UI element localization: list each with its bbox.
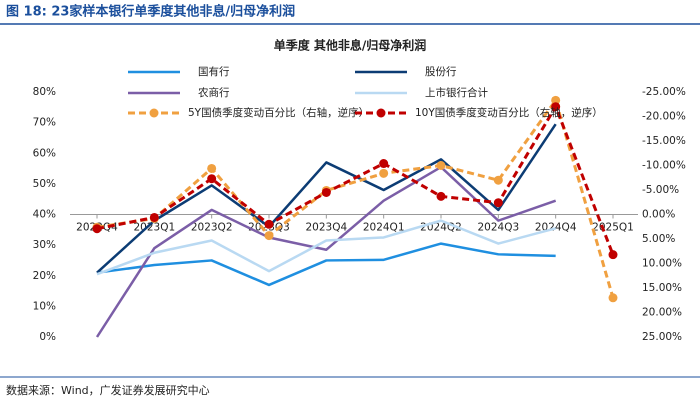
legend-marker: [376, 108, 386, 118]
y-tick-label: 40%: [33, 209, 56, 221]
y2-tick-label: 10.00%: [642, 258, 682, 270]
chart-title: 单季度 其他非息/归母净利润: [274, 38, 427, 53]
series-marker: [608, 293, 618, 303]
x-tick-label: 2023Q2: [191, 222, 233, 234]
legend-label: 5Y国债季度变动百分比（右轴，逆序）: [188, 106, 369, 119]
y2-tick-label: 25.00%: [642, 331, 682, 343]
y2-tick-label: 5.00%: [642, 233, 675, 245]
series-marker: [551, 102, 561, 112]
y-tick-label: 50%: [33, 178, 56, 190]
y2-tick-label: 20.00%: [642, 307, 682, 319]
series-marker: [493, 198, 503, 208]
y2-tick-label: -10.00%: [642, 160, 686, 172]
legend-marker: [149, 108, 159, 118]
series-marker: [149, 212, 159, 222]
x-tick-label: 2024Q3: [477, 222, 519, 234]
series-marker: [321, 187, 331, 197]
series-line: [96, 105, 615, 256]
x-tick-label: 2023Q1: [133, 222, 175, 234]
x-tick-label: 2023Q4: [305, 222, 347, 234]
y2-tick-label: -15.00%: [642, 135, 686, 147]
legend-label: 股份行: [425, 65, 457, 78]
legend-label: 上市银行合计: [425, 86, 488, 99]
y2-tick-label: -20.00%: [642, 111, 686, 123]
y-tick-label: 80%: [33, 86, 56, 98]
figure-header: 图 18: 23家样本银行单季度其他非息/归母净利润: [6, 4, 295, 20]
series-marker: [608, 250, 618, 260]
series-marker: [436, 161, 446, 170]
series-marker: [207, 163, 217, 173]
x-tick-label: 2025Q1: [592, 222, 634, 234]
y-tick-label: 60%: [33, 147, 56, 159]
series-marker: [436, 191, 446, 201]
series-line: [96, 123, 557, 274]
series-marker: [493, 175, 503, 185]
y-tick-label: 20%: [33, 270, 56, 282]
series-line: [95, 165, 557, 338]
y-tick-label: 70%: [33, 117, 56, 129]
x-tick-label: 2024Q1: [363, 222, 405, 234]
legend-label: 国有行: [198, 65, 230, 78]
legend-label: 10Y国债季度变动百分比（右轴，逆序）: [415, 106, 603, 119]
series-line: [96, 242, 556, 287]
series-marker: [379, 168, 389, 178]
y-tick-label: 0%: [39, 331, 56, 343]
y2-tick-label: 0.00%: [642, 209, 675, 221]
source: 数据来源：Wind，广发证券发展研究中心: [6, 383, 210, 397]
series-marker: [264, 231, 274, 241]
y-tick-label: 30%: [33, 239, 56, 251]
series-line: [96, 219, 556, 276]
series-marker: [207, 174, 217, 184]
series-marker: [379, 159, 389, 169]
legend-label: 农商行: [198, 86, 230, 99]
series-marker: [264, 219, 274, 229]
series-line: [96, 98, 615, 299]
y2-tick-label: 15.00%: [642, 282, 682, 294]
series-marker: [551, 95, 561, 105]
series-marker: [92, 224, 102, 234]
y2-tick-label: -25.00%: [642, 86, 686, 98]
y-tick-label: 10%: [33, 300, 56, 312]
y2-tick-label: -5.00%: [642, 184, 679, 196]
